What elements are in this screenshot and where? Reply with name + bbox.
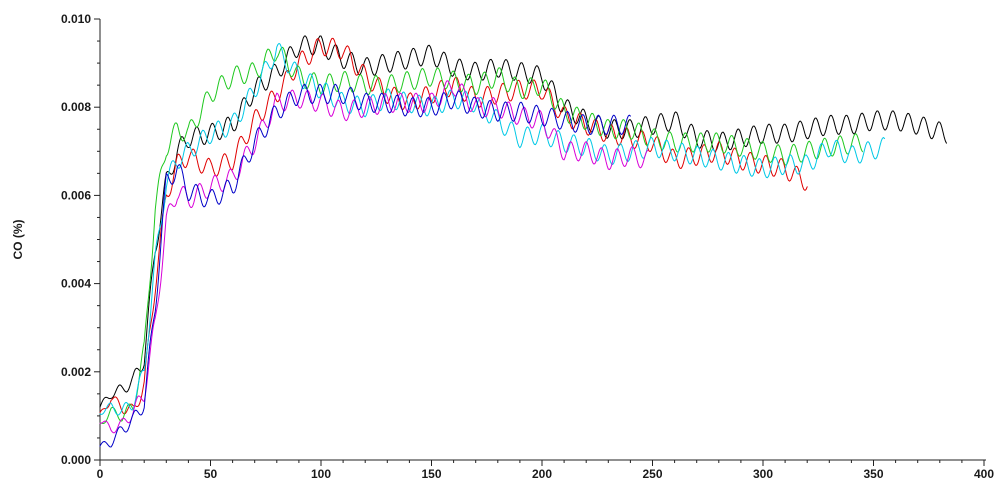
series-line-5	[99, 80, 649, 434]
x-tick-label: 200	[532, 467, 552, 481]
x-tick-label: 250	[642, 467, 662, 481]
series-lines	[99, 35, 947, 448]
x-tick-label: 150	[421, 467, 441, 481]
series-line-4	[99, 42, 886, 416]
y-tick-label: 0.006	[61, 188, 91, 202]
y-tick-label: 0.010	[61, 12, 91, 26]
series-line-6	[99, 83, 631, 448]
x-ticks: 0 50 100 150 200 250 300 350 400	[97, 460, 994, 481]
series-line-1	[99, 35, 947, 408]
x-tick-label: 300	[753, 467, 773, 481]
x-tick-label: 50	[204, 467, 218, 481]
x-tick-label: 350	[863, 467, 883, 481]
y-tick-label: 0.002	[61, 365, 91, 379]
x-tick-label: 0	[97, 467, 104, 481]
y-tick-label: 0.004	[61, 277, 91, 291]
y-tick-label: 0.008	[61, 100, 91, 114]
series-line-3	[99, 46, 863, 424]
y-ticks: 0.000 0.002 0.004 0.006 0.008 0.010	[61, 12, 100, 467]
x-tick-label: 400	[974, 467, 994, 481]
x-tick-label: 100	[311, 467, 331, 481]
y-axis-title: CO (%)	[11, 220, 25, 260]
series-line-2	[99, 37, 808, 415]
y-tick-label: 0.000	[61, 453, 91, 467]
